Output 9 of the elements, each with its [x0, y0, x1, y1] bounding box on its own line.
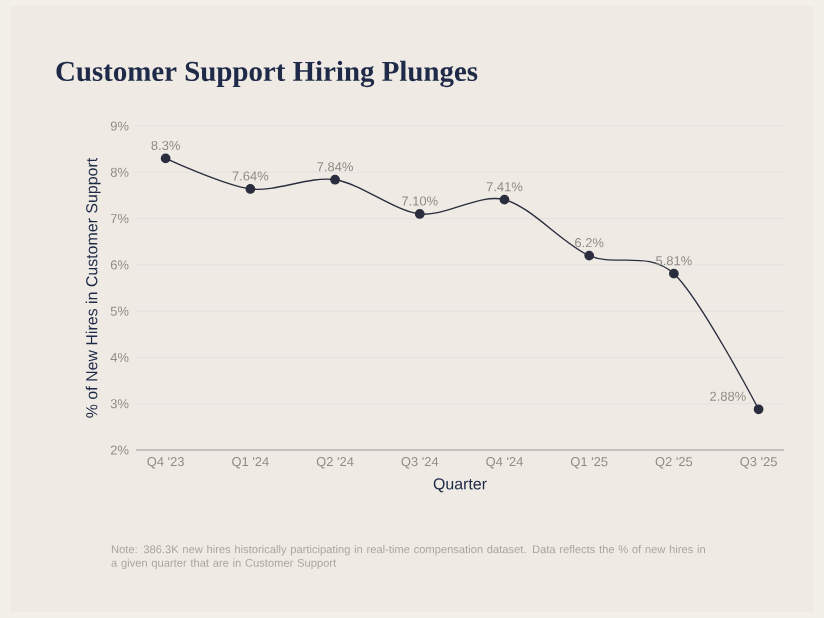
point	[414, 209, 425, 219]
point	[753, 404, 764, 415]
chart-title: Customer Support Hiring Plunges	[56, 60, 478, 88]
point	[330, 174, 340, 185]
point	[160, 153, 171, 164]
point	[245, 184, 256, 194]
point	[499, 194, 510, 205]
point	[584, 250, 595, 261]
point	[669, 268, 679, 279]
